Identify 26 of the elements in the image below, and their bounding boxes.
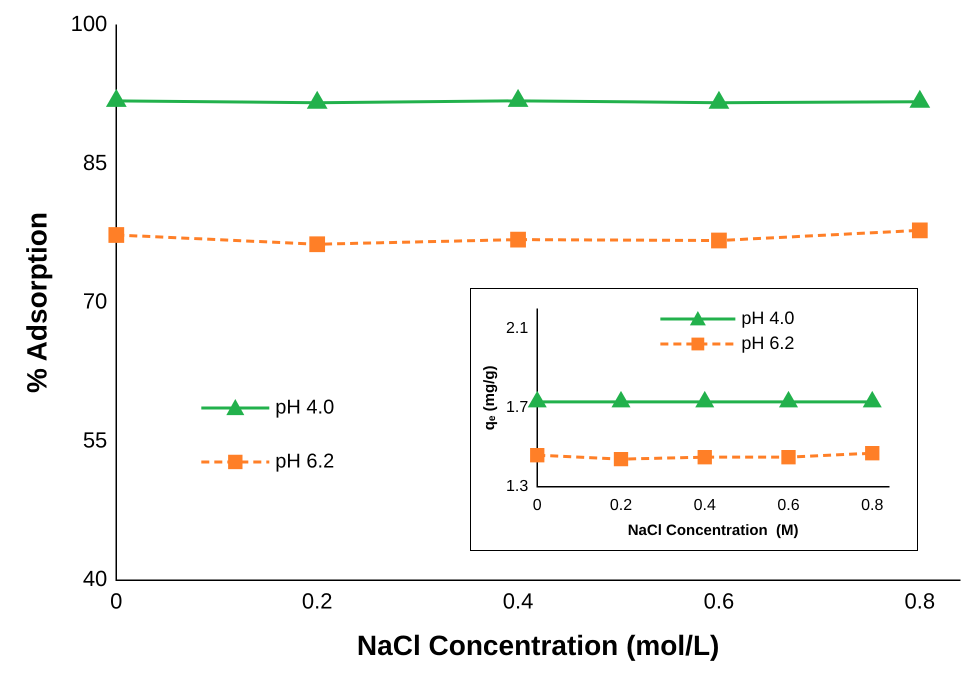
x-tick-label: 0.4 [694,496,716,514]
x-tick-label: 0.4 [502,588,534,614]
x-axis-title: NaCl Concentration (mol/L) [356,630,720,661]
x-tick-label: 0 [110,588,122,614]
x-tick-label: 0.6 [777,496,800,514]
y-axis-title: qₑ (mg/g) [481,366,498,430]
legend-label: pH 6.2 [275,450,334,472]
y-tick-label: 100 [70,11,108,36]
x-tick-label: 0.2 [302,588,332,614]
x-tick-label: 0.8 [861,496,884,514]
x-tick-label: 0.2 [610,496,632,514]
y-tick-label: 2.1 [506,320,528,338]
x-tick-label: 0 [532,496,542,514]
y-tick-label: 70 [82,288,108,314]
y-tick-label: 1.7 [506,399,528,416]
y-axis-title: % Adsorption [22,212,53,393]
y-tick-label: 1.3 [506,478,528,496]
y-tick-label: 55 [82,427,108,452]
legend-label: pH 6.2 [741,332,794,353]
y-tick-label: 85 [82,150,108,175]
x-tick-label: 0.8 [904,588,936,614]
x-tick-label: 0.6 [704,588,734,614]
legend-label: pH 4.0 [275,396,334,418]
x-axis-title: NaCl Concentration (M) [628,522,799,540]
legend-label: pH 4.0 [741,308,794,328]
y-tick-label: 40 [82,566,108,592]
